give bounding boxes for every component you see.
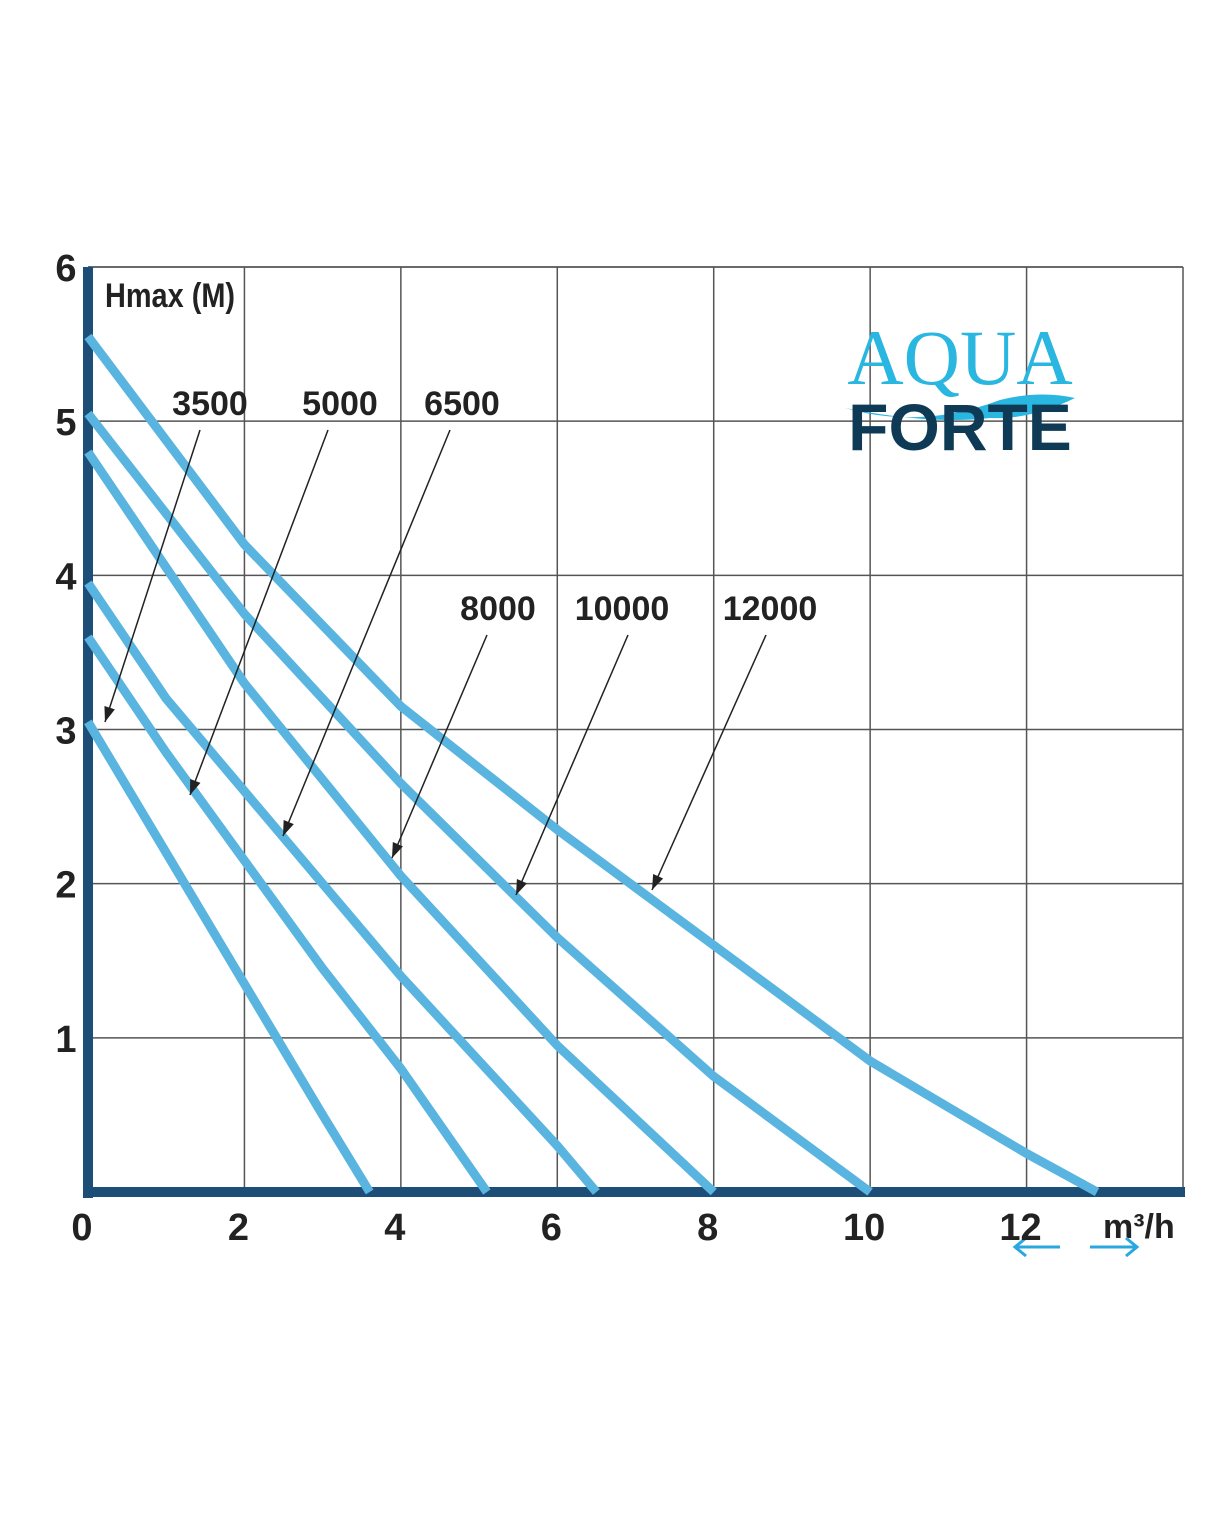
arrow-head: [652, 874, 664, 890]
arrow-head: [190, 779, 201, 795]
arrow-head: [283, 820, 294, 836]
x-tick-label: 10: [843, 1207, 885, 1249]
x-axis-label: m³/h: [1103, 1208, 1175, 1246]
x-tick-label: 4: [384, 1207, 405, 1249]
curve: [84, 449, 717, 1196]
x-tick-label: 8: [697, 1207, 718, 1249]
x-tick-label: 2: [228, 1207, 249, 1249]
series-label: 12000: [723, 590, 818, 628]
logo-bottom: FORTE: [848, 390, 1072, 464]
y-axis-label: Hmax (M): [105, 276, 235, 315]
x-tick-label: 6: [541, 1207, 562, 1249]
curve: [84, 410, 873, 1196]
x-tick-label: 0: [71, 1207, 92, 1249]
curve: [84, 580, 600, 1195]
series-label: 8000: [460, 590, 536, 628]
curve: [84, 634, 491, 1195]
label-arrow: [391, 634, 488, 859]
series-label: 5000: [302, 385, 378, 423]
y-tick-label: 4: [55, 556, 76, 598]
label-arrow: [282, 429, 451, 837]
curve: [84, 719, 374, 1195]
x-tick-label: 12: [999, 1207, 1041, 1249]
y-tick-label: 2: [55, 865, 76, 907]
curve: [84, 333, 1100, 1196]
y-tick-label: 3: [55, 711, 76, 753]
logo-top: AQUA: [847, 314, 1072, 401]
arrow-head: [516, 879, 527, 895]
label-arrow: [104, 429, 201, 723]
series-label: 10000: [575, 590, 670, 628]
scroll-left[interactable]: [1012, 1236, 1060, 1258]
series-label: 3500: [172, 385, 248, 423]
scroll-right[interactable]: [1090, 1236, 1140, 1258]
scroll-controls[interactable]: [1012, 1236, 1140, 1258]
arrow-head: [392, 842, 403, 858]
series-label: 6500: [424, 385, 500, 423]
label-arrow: [515, 634, 629, 896]
label-arrow: [189, 429, 329, 796]
logo-wave: [845, 394, 1075, 421]
label-arrow: [651, 634, 767, 891]
arrow-head: [104, 706, 115, 722]
y-tick-label: 1: [55, 1019, 76, 1061]
y-tick-label: 5: [55, 402, 76, 444]
y-tick-label: 6: [55, 248, 76, 290]
